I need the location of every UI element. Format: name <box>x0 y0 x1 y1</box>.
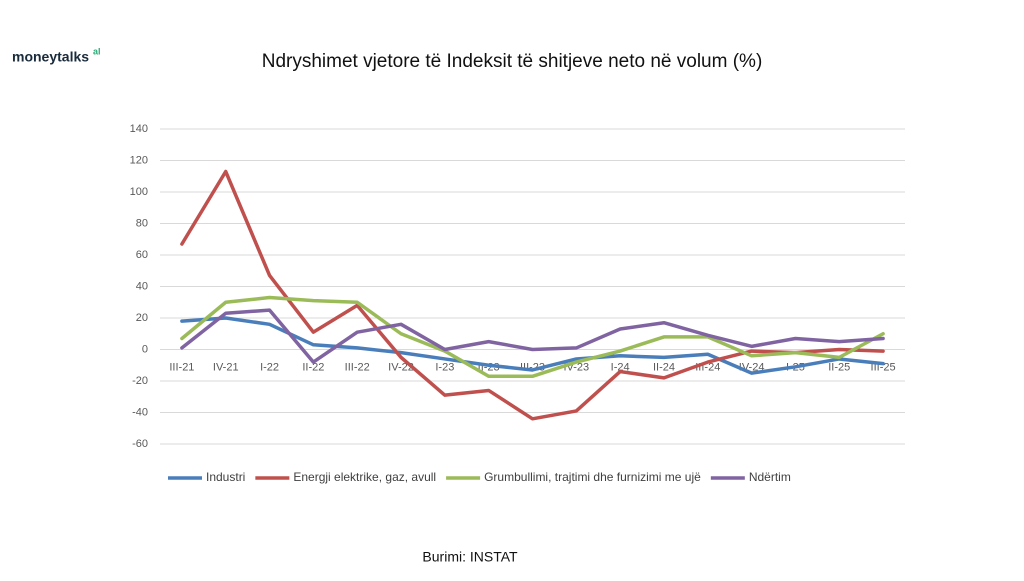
y-tick-label: -20 <box>132 375 148 387</box>
y-tick-label: -40 <box>132 406 148 418</box>
y-tick-label: 0 <box>142 343 148 355</box>
series-line <box>180 316 885 375</box>
legend-label: Ndërtim <box>749 470 791 484</box>
logo: moneytalks <box>12 49 89 65</box>
y-tick-label: -60 <box>132 438 148 450</box>
x-tick-label: IV-21 <box>213 361 239 373</box>
y-tick-label: 40 <box>136 280 148 292</box>
x-tick-label: III-22 <box>345 361 370 373</box>
y-tick-label: 120 <box>130 154 148 166</box>
y-tick-label: 140 <box>130 123 148 135</box>
chart-title: Ndryshimet vjetore të Indeksit të shitje… <box>262 51 763 72</box>
x-tick-label: II-24 <box>653 361 675 373</box>
x-tick-label: I-24 <box>611 361 630 373</box>
x-tick-label: II-25 <box>828 361 850 373</box>
x-tick-label: I-23 <box>435 361 454 373</box>
y-tick-label: 20 <box>136 312 148 324</box>
legend-label: Energji elektrike, gaz, avull <box>293 470 436 484</box>
source: Burimi: INSTAT <box>422 549 518 565</box>
series-line <box>180 169 885 421</box>
legend-label: Industri <box>206 470 245 484</box>
series-line <box>180 295 885 379</box>
x-tick-label: I-22 <box>260 361 279 373</box>
x-tick-label: II-22 <box>302 361 324 373</box>
series-line <box>180 308 885 364</box>
y-tick-label: 80 <box>136 217 148 229</box>
legend-label: Grumbullimi, trajtimi dhe furnizimi me u… <box>484 470 701 484</box>
logo-suffix: al <box>93 46 101 56</box>
x-tick-label: III-21 <box>169 361 194 373</box>
y-tick-label: 60 <box>136 249 148 261</box>
y-tick-label: 100 <box>130 186 148 198</box>
